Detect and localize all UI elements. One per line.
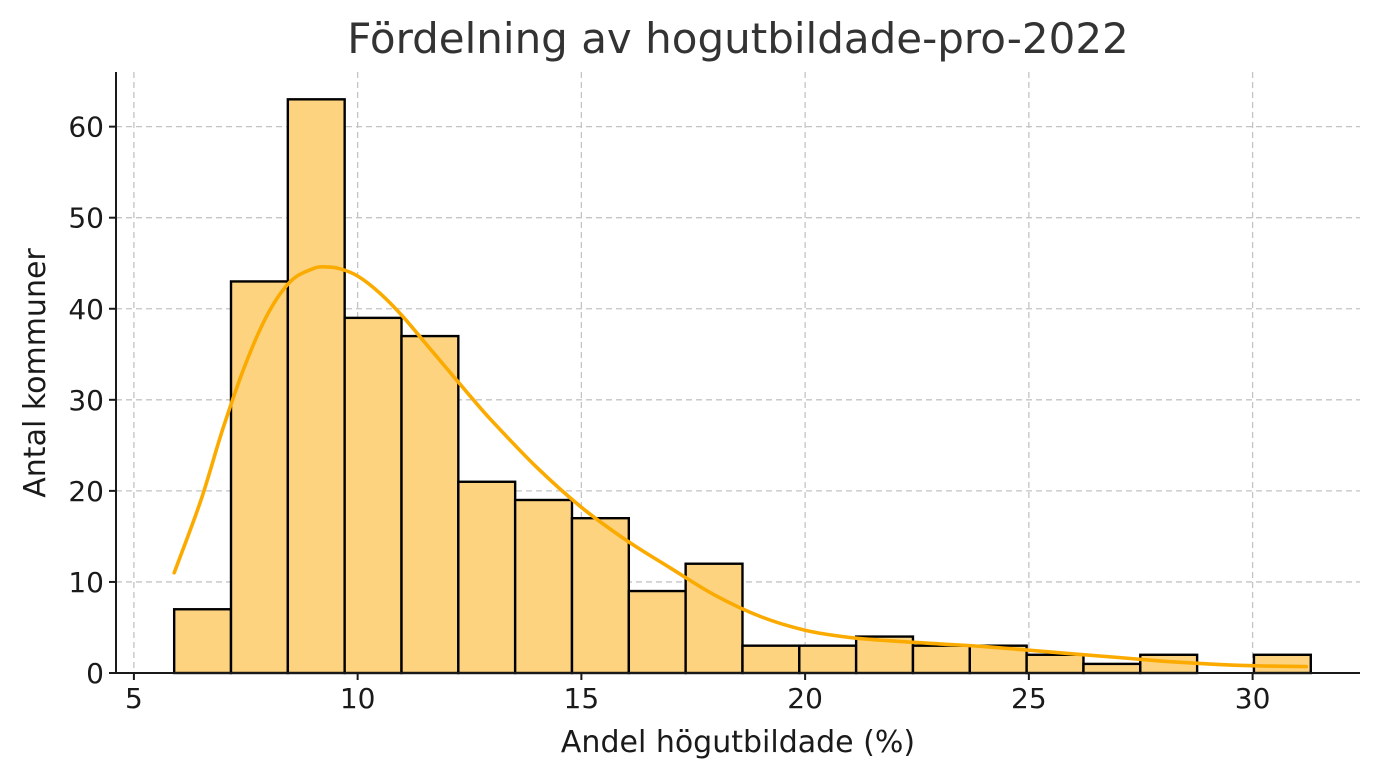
histogram-bar: [400, 334, 460, 675]
histogram-bars: [172, 98, 1312, 675]
x-axis-label: Andel högutbildade (%): [561, 725, 915, 760]
axes: [109, 72, 1360, 680]
y-tick-label: 0: [86, 657, 104, 690]
chart-title: Fördelning av hogutbildade-pro-2022: [347, 14, 1129, 63]
histogram-bar: [513, 498, 574, 675]
x-tick-label: 25: [1011, 682, 1047, 715]
tick-labels: 5 10 15 20 25 30 0 10 20 30 40 50 60: [68, 111, 1270, 715]
kde-curve: [172, 265, 1309, 669]
histogram-bar: [286, 98, 346, 675]
y-tick-label: 10: [68, 566, 104, 599]
y-tick-label: 60: [68, 111, 104, 144]
y-axis-label: Antal kommuner: [18, 248, 53, 498]
x-tick-label: 30: [1235, 682, 1271, 715]
x-tick-label: 10: [340, 682, 376, 715]
histogram-bar: [1025, 653, 1085, 675]
histogram-bar: [911, 644, 971, 675]
histogram-bar: [172, 608, 233, 675]
histogram-bar: [627, 589, 687, 675]
y-tick-label: 50: [68, 202, 104, 235]
kde-curve-group: [172, 265, 1309, 669]
y-tick-label: 20: [68, 475, 104, 508]
histogram-bar: [570, 516, 631, 675]
y-tick-label: 30: [68, 384, 104, 417]
x-tick-label: 20: [787, 682, 823, 715]
histogram-bar: [1082, 662, 1142, 675]
histogram-bar: [343, 316, 403, 675]
y-tick-label: 40: [68, 293, 104, 326]
histogram-bar: [1252, 653, 1312, 675]
x-tick-label: 5: [125, 682, 143, 715]
histogram-bar: [798, 644, 858, 675]
x-tick-label: 15: [564, 682, 600, 715]
histogram-bar: [229, 280, 290, 675]
histogram-bar: [741, 644, 801, 675]
histogram-bar: [457, 480, 517, 675]
histogram-bar: [684, 562, 744, 675]
